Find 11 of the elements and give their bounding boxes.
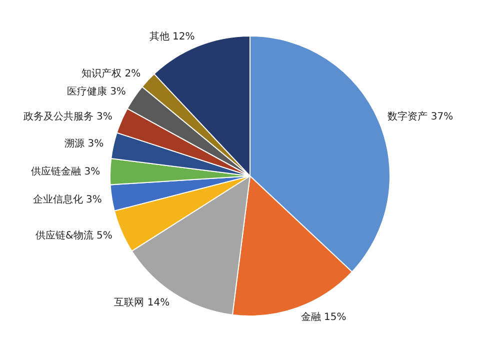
slice-label: 金融 15% <box>300 311 346 324</box>
slice-label: 其他 12% <box>149 30 195 43</box>
slice-label: 企业信息化 3% <box>32 193 102 206</box>
slice-label: 数字资产 37% <box>388 110 454 122</box>
slice-label: 溯源 3% <box>64 137 104 150</box>
slice-label: 供应链&物流 5% <box>35 230 112 242</box>
slice-label: 供应链金融 3% <box>31 165 100 178</box>
slice-label: 互联网 14% <box>114 296 170 309</box>
slice-label: 知识产权 2% <box>82 67 141 80</box>
slice-label: 政务及公共服务 3% <box>23 110 112 122</box>
slice-label: 医疗健康 3% <box>66 86 126 98</box>
